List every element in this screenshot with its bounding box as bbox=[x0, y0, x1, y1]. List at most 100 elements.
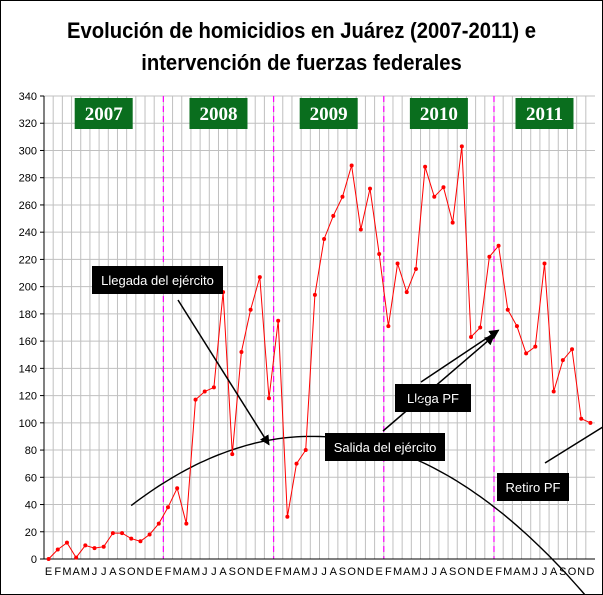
homicides-data-point bbox=[533, 344, 538, 349]
homicides-data-point bbox=[156, 521, 161, 526]
x-tick-label: J bbox=[422, 566, 428, 578]
x-tick-label: A bbox=[183, 566, 191, 578]
y-tick-label: 320 bbox=[19, 118, 37, 130]
homicides-data-point bbox=[64, 540, 69, 545]
homicides-data-point bbox=[551, 389, 556, 394]
homicides-data-point bbox=[101, 544, 106, 549]
year-label-box bbox=[74, 98, 133, 129]
x-tick-label: J bbox=[202, 566, 208, 578]
homicides-data-point bbox=[423, 164, 428, 169]
y-tick-label: 140 bbox=[19, 363, 37, 375]
homicides-data-point bbox=[120, 531, 125, 536]
year-label: 2007 bbox=[85, 104, 124, 125]
x-tick-label: F bbox=[54, 566, 61, 578]
chart-title-line-1: Evolución de homicidios en Juárez (2007-… bbox=[66, 18, 537, 43]
homicides-data-point bbox=[340, 194, 345, 199]
homicides-data-point bbox=[496, 243, 501, 248]
year-label-box bbox=[515, 98, 574, 129]
homicides-data-point bbox=[276, 318, 281, 323]
homicides-data-point bbox=[110, 531, 115, 536]
x-tick-label: O bbox=[568, 566, 577, 578]
x-tick-label: E bbox=[376, 566, 383, 578]
homicides-data-point bbox=[368, 186, 373, 191]
chart-title-line-2: intervención de fuerzas federales bbox=[141, 50, 462, 75]
year-label: 2011 bbox=[526, 104, 563, 125]
homicides-data-point bbox=[404, 290, 409, 295]
year-separator-layer bbox=[162, 96, 495, 559]
x-tick-label: M bbox=[62, 566, 71, 578]
x-tick-label: M bbox=[393, 566, 402, 578]
x-tick-label: N bbox=[357, 566, 365, 578]
x-tick-label: N bbox=[467, 566, 475, 578]
homicides-data-point bbox=[211, 385, 216, 390]
annotation-layer: Llegada del ejército Llega PF Salida del e… bbox=[92, 266, 603, 501]
homicides-data-point bbox=[505, 307, 510, 312]
x-tick-label: A bbox=[219, 566, 227, 578]
x-tick-label: D bbox=[476, 566, 484, 578]
homicides-data-point bbox=[239, 350, 244, 355]
y-tick-label: 0 bbox=[31, 554, 37, 566]
homicides-data-point bbox=[588, 420, 593, 425]
homicides-data-point bbox=[147, 532, 152, 537]
series-layer bbox=[46, 144, 593, 561]
homicides-data-point bbox=[266, 396, 271, 401]
year-label-box bbox=[409, 98, 468, 129]
annotation-box bbox=[325, 433, 445, 461]
year-label-box bbox=[189, 98, 248, 129]
x-tick-label: M bbox=[411, 566, 420, 578]
x-tick-label: A bbox=[72, 566, 80, 578]
x-tick-label: J bbox=[312, 566, 318, 578]
x-tick-label: O bbox=[237, 566, 246, 578]
homicides-data-point bbox=[413, 266, 418, 271]
x-tick-label: M bbox=[283, 566, 292, 578]
axis-layer: 0 20 40 60 80 100 120 140 160 180 200 220 240 260 280 3… bbox=[19, 91, 595, 578]
homicides-data-point bbox=[478, 325, 483, 330]
x-tick-label: N bbox=[136, 566, 144, 578]
homicides-data-point bbox=[524, 351, 529, 356]
y-tick-label: 180 bbox=[19, 309, 37, 321]
homicides-data-point bbox=[294, 461, 299, 466]
x-tick-label: D bbox=[586, 566, 594, 578]
y-tick-label: 200 bbox=[19, 282, 37, 294]
homicides-data-point bbox=[55, 547, 60, 552]
y-tick-label: 60 bbox=[25, 472, 37, 484]
x-tick-label: A bbox=[513, 566, 521, 578]
annotation-label: Retiro PF bbox=[506, 480, 561, 495]
homicides-data-point bbox=[184, 521, 189, 526]
x-tick-label: A bbox=[109, 566, 117, 578]
y-tick-label: 40 bbox=[25, 500, 37, 512]
homicides-data-point bbox=[46, 557, 51, 561]
homicides-data-point bbox=[175, 486, 180, 491]
homicides-data-point bbox=[349, 163, 354, 168]
annotation-arrow bbox=[177, 299, 270, 446]
x-tick-label: O bbox=[458, 566, 467, 578]
annotation-arrow bbox=[544, 426, 603, 464]
homicides-data-point bbox=[248, 307, 253, 312]
homicides-data-point bbox=[303, 448, 308, 453]
x-tick-label: J bbox=[533, 566, 539, 578]
homicides-data-point bbox=[487, 254, 492, 259]
x-tick-label: D bbox=[256, 566, 264, 578]
homicides-data-point bbox=[459, 144, 464, 149]
x-tick-label: O bbox=[127, 566, 136, 578]
x-tick-label: S bbox=[339, 566, 346, 578]
annotation-arrow bbox=[382, 335, 495, 432]
y-tick-label: 160 bbox=[19, 336, 37, 348]
x-tick-label: E bbox=[45, 566, 52, 578]
y-tick-label: 300 bbox=[19, 145, 37, 157]
x-tick-label: D bbox=[146, 566, 154, 578]
homicides-data-point bbox=[285, 514, 290, 519]
year-label-box bbox=[299, 98, 358, 129]
x-tick-label: M bbox=[522, 566, 531, 578]
homicides-data-point bbox=[312, 292, 317, 297]
homicides-data-point bbox=[202, 389, 207, 394]
x-tick-label: M bbox=[173, 566, 182, 578]
homicides-data-point bbox=[257, 275, 262, 280]
y-tick-label: 20 bbox=[25, 527, 37, 539]
homicides-data-point bbox=[331, 213, 336, 218]
year-label: 2008 bbox=[199, 104, 237, 125]
x-tick-label: F bbox=[165, 566, 172, 578]
x-tick-label: A bbox=[440, 566, 448, 578]
x-tick-label: O bbox=[347, 566, 356, 578]
x-tick-label: S bbox=[449, 566, 456, 578]
